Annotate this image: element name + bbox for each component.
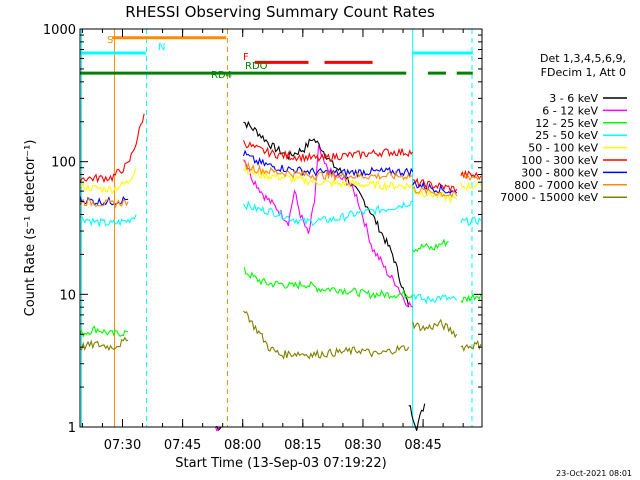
y-axis-label: Count Rate (s⁻¹ detector⁻¹): [23, 140, 38, 317]
series-line-3-seg-4: [460, 293, 482, 304]
legend-label-3: 12 - 25 keV: [535, 117, 598, 130]
series-line-2-seg-2: [243, 144, 413, 308]
plot-frame: [79, 28, 483, 428]
legend-header-line-2: FDecim 1, Att 0: [541, 66, 626, 79]
x-tick-label-2: 07:45: [164, 438, 201, 453]
series-line-4-seg-2: [243, 200, 413, 227]
flag-label-f: F: [243, 52, 249, 63]
series-line-4-seg-4: [460, 216, 482, 227]
flag-label-n: N: [158, 42, 165, 53]
x-axis-label: Start Time (13-Sep-03 07:19:22): [175, 456, 386, 471]
x-tick-label-1: 07:30: [104, 438, 141, 453]
series-line-5-seg-1: [79, 167, 137, 195]
series-line-8-seg-2: [243, 160, 413, 182]
legend-label-2: 6 - 12 keV: [542, 104, 598, 117]
legend-label-5: 50 - 100 keV: [528, 142, 598, 155]
y-axis: 1 10 100 1000: [43, 23, 482, 436]
x-tick-label-5: 08:30: [344, 438, 381, 453]
series-line-9-seg-2: [243, 310, 410, 360]
chart-title: RHESSI Observing Summary Count Rates: [125, 3, 435, 21]
legend-label-8: 800 - 7000 keV: [514, 179, 598, 192]
series-line-3-seg-2: [243, 267, 414, 300]
series-line-8-seg-1: [79, 197, 129, 209]
legend: Det 1,3,4,5,6,9, FDecim 1, Att 0 3 - 6 k…: [500, 52, 627, 204]
legend-label-6: 100 - 300 keV: [521, 154, 598, 167]
flag-label-rd4: RD4: [211, 70, 232, 81]
x-tick-label-6: 08:45: [404, 438, 441, 453]
series-line-4-seg-1: [79, 214, 137, 228]
y-tick-label-3: 100: [51, 156, 76, 171]
y-tick-label-1: 1: [68, 421, 76, 436]
legend-label-9: 7000 - 15000 keV: [500, 191, 598, 204]
series-line-8-seg-3: [412, 185, 458, 198]
legend-header-line-1: Det 1,3,4,5,6,9,: [540, 52, 626, 65]
series-line-7-seg-3: [412, 180, 458, 194]
flag-label-rdo: RDO: [245, 61, 268, 72]
series-line-4-seg-3: [412, 293, 458, 305]
footer-date: 23-Oct-2021 08:01: [556, 469, 632, 478]
series-line-5-seg-3: [412, 188, 458, 204]
series-line-9-seg-1: [79, 336, 129, 352]
series-line-5-seg-4: [460, 181, 482, 191]
series-line-1-seg-2: [243, 120, 410, 308]
series-line-6-seg-2: [242, 140, 414, 163]
y-tick-label-4: 1000: [43, 23, 76, 38]
flag-label-s: S: [107, 35, 113, 46]
series-line-3-seg-1: [79, 325, 129, 338]
series-line-9-seg-4: [460, 339, 482, 352]
series-line-3-seg-3: [412, 238, 449, 253]
series-line-1-seg-3: [408, 403, 426, 431]
legend-label-7: 300 - 800 keV: [521, 166, 598, 179]
series-line-6-seg-1: [79, 113, 145, 184]
series-line-9-seg-3: [412, 318, 458, 339]
plot-area: S N F RD4 RDO: [79, 29, 482, 432]
y-tick-label-2: 10: [59, 288, 76, 303]
legend-label-4: 25 - 50 keV: [535, 129, 598, 142]
x-tick-label-4: 08:15: [284, 438, 321, 453]
x-axis: 07:30 07:45 08:00 08:15 08:30 08:45: [81, 29, 464, 453]
legend-label-1: 3 - 6 keV: [549, 92, 598, 105]
series-line-8-seg-4: [460, 173, 481, 181]
series-line-5-seg-2: [243, 166, 413, 192]
series-line-6-seg-3: [412, 177, 458, 194]
x-tick-label-3: 08:00: [224, 438, 261, 453]
